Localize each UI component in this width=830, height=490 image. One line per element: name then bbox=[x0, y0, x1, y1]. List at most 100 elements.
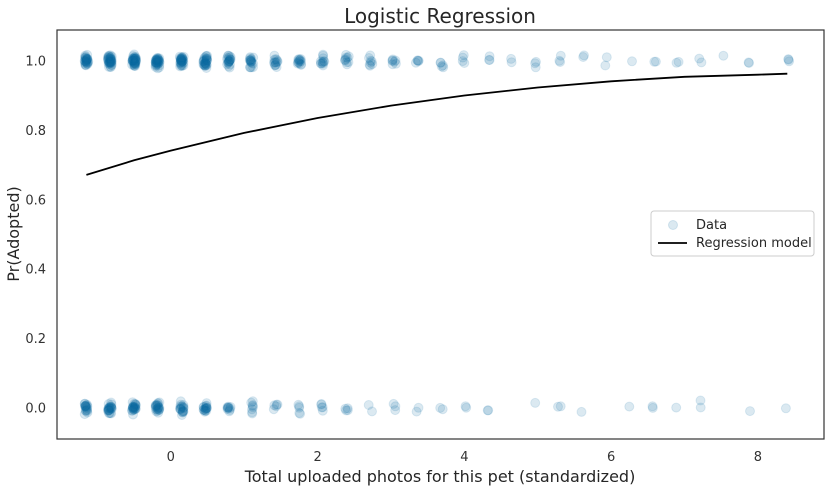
data-point bbox=[175, 55, 186, 66]
data-point bbox=[223, 401, 234, 412]
data-point bbox=[177, 52, 188, 63]
data-point bbox=[152, 403, 163, 414]
data-point bbox=[294, 55, 305, 66]
data-point bbox=[200, 403, 210, 414]
data-point bbox=[81, 401, 92, 412]
data-point bbox=[340, 55, 351, 66]
data-point bbox=[367, 406, 377, 417]
data-point bbox=[151, 57, 162, 68]
data-point bbox=[270, 59, 281, 70]
data-point bbox=[293, 399, 304, 410]
data-point bbox=[103, 399, 114, 409]
data-point bbox=[223, 56, 234, 67]
data-point bbox=[199, 58, 210, 69]
data-point bbox=[175, 58, 186, 69]
data-point bbox=[129, 398, 140, 409]
data-point bbox=[151, 54, 162, 65]
data-point bbox=[225, 59, 235, 70]
data-point bbox=[130, 399, 141, 410]
data-point bbox=[245, 62, 255, 73]
data-point bbox=[246, 62, 257, 73]
data-point bbox=[82, 399, 92, 410]
data-point bbox=[128, 53, 139, 64]
data-point bbox=[178, 405, 188, 416]
data-point bbox=[128, 56, 139, 67]
data-point bbox=[222, 59, 233, 70]
data-point bbox=[177, 53, 188, 64]
data-point bbox=[201, 63, 212, 73]
data-point bbox=[103, 403, 114, 414]
data-point bbox=[200, 58, 211, 69]
data-point bbox=[387, 54, 398, 65]
data-point bbox=[744, 58, 754, 68]
data-point bbox=[153, 398, 163, 408]
data-point bbox=[176, 410, 187, 420]
data-point bbox=[296, 59, 307, 70]
data-point bbox=[102, 52, 113, 63]
data-point bbox=[200, 57, 211, 68]
data-point bbox=[390, 55, 401, 66]
data-point bbox=[177, 56, 188, 67]
data-point bbox=[176, 53, 187, 64]
data-point bbox=[783, 54, 794, 65]
data-point bbox=[82, 403, 93, 414]
data-point bbox=[105, 56, 116, 67]
data-point bbox=[200, 60, 211, 71]
data-point bbox=[222, 52, 233, 63]
data-point bbox=[80, 405, 91, 416]
data-point bbox=[129, 52, 140, 63]
data-point bbox=[671, 402, 682, 413]
data-point bbox=[80, 401, 91, 412]
data-point bbox=[130, 53, 140, 64]
data-point bbox=[295, 408, 306, 419]
data-point bbox=[128, 53, 139, 64]
data-point bbox=[294, 408, 305, 418]
data-point bbox=[151, 59, 162, 70]
data-point bbox=[152, 405, 163, 416]
data-point bbox=[176, 59, 187, 70]
data-point bbox=[152, 399, 163, 410]
data-point bbox=[247, 400, 258, 411]
data-point bbox=[80, 51, 91, 62]
data-point bbox=[129, 58, 140, 69]
data-point bbox=[175, 57, 186, 68]
data-point bbox=[579, 50, 589, 61]
data-point bbox=[223, 61, 234, 72]
data-point bbox=[80, 401, 91, 412]
data-point bbox=[154, 404, 165, 415]
data-point bbox=[201, 53, 212, 64]
data-point bbox=[153, 405, 164, 416]
data-point bbox=[202, 55, 213, 66]
data-point bbox=[294, 58, 305, 69]
legend-regression-label: Regression model bbox=[696, 236, 812, 251]
data-point bbox=[198, 56, 209, 67]
data-point bbox=[413, 55, 424, 66]
data-point bbox=[103, 52, 114, 63]
data-point bbox=[294, 54, 304, 65]
data-point bbox=[130, 51, 141, 62]
data-point bbox=[82, 58, 93, 69]
data-point bbox=[178, 57, 189, 68]
data-point bbox=[783, 54, 794, 65]
data-point bbox=[176, 55, 187, 66]
data-point bbox=[177, 60, 187, 71]
data-point bbox=[150, 60, 161, 71]
data-point bbox=[293, 57, 304, 68]
data-point bbox=[780, 403, 791, 414]
data-point bbox=[458, 50, 469, 61]
data-point bbox=[224, 51, 235, 62]
data-point bbox=[103, 55, 114, 66]
data-point bbox=[153, 55, 164, 65]
data-point bbox=[128, 402, 139, 413]
data-point bbox=[127, 402, 138, 413]
data-point bbox=[129, 58, 140, 69]
data-point bbox=[106, 402, 117, 413]
data-point bbox=[152, 57, 163, 68]
data-point bbox=[153, 407, 164, 418]
data-point bbox=[695, 402, 706, 413]
data-point bbox=[82, 407, 93, 418]
data-point bbox=[201, 53, 212, 64]
data-point bbox=[154, 55, 165, 66]
data-point bbox=[222, 54, 233, 65]
data-point bbox=[695, 395, 706, 406]
